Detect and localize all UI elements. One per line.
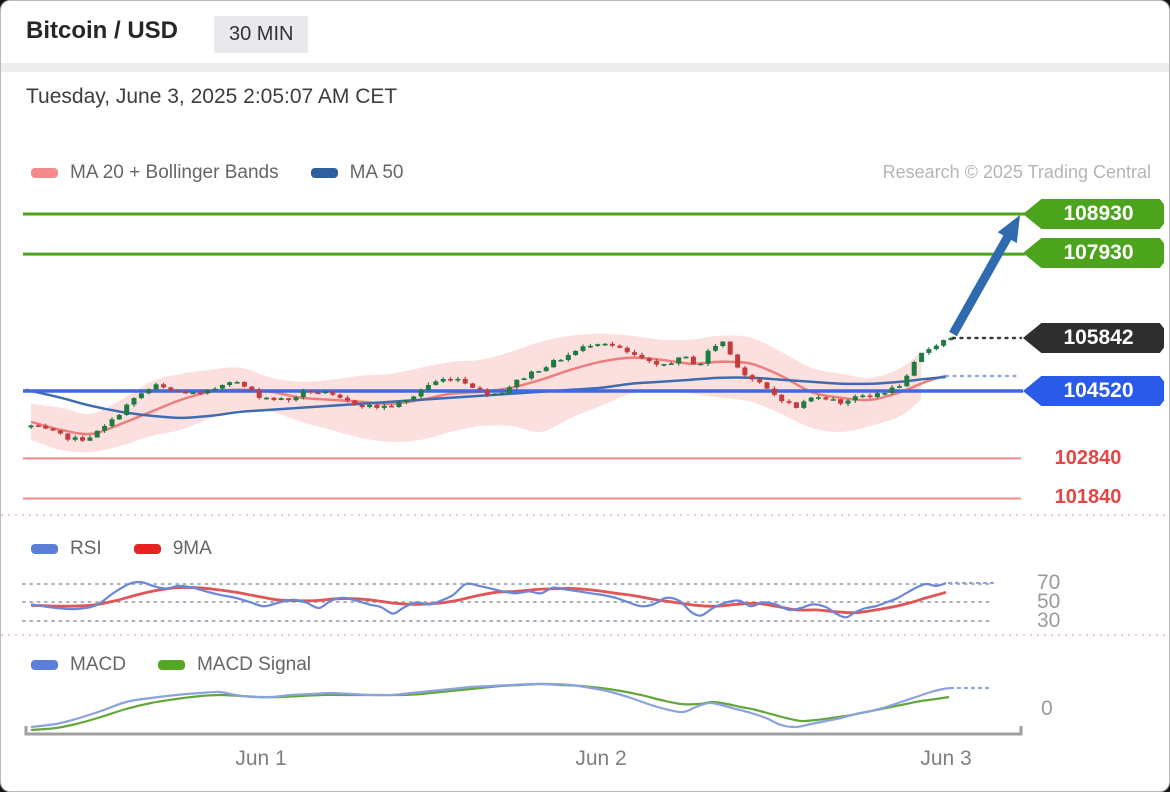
symbol-title: Bitcoin / USD bbox=[26, 17, 179, 44]
x-axis-label-jun3: Jun 3 bbox=[920, 747, 972, 770]
legend-item-macd-signal: MACD Signal bbox=[157, 654, 311, 676]
rsi-legend: RSI 9MA bbox=[31, 538, 234, 560]
price-badge-resistance-1: 108930 bbox=[1023, 199, 1164, 229]
ma20-bollinger-swatch-icon bbox=[31, 168, 58, 178]
macd-signal-swatch-icon bbox=[157, 660, 185, 670]
x-axis-label-jun2: Jun 2 bbox=[575, 747, 627, 770]
legend-item-rsi: RSI bbox=[31, 538, 102, 560]
rsi-level-30: 30 bbox=[1037, 609, 1061, 632]
price-badge-support: 104520 bbox=[1023, 376, 1164, 406]
price-label-support-red-1: 102840 bbox=[1054, 447, 1122, 469]
timeframe-badge: 30 MIN bbox=[214, 16, 309, 53]
header-divider bbox=[1, 63, 1169, 72]
ma50-swatch-icon bbox=[310, 168, 338, 178]
timestamp: Tuesday, June 3, 2025 2:05:07 AM CET bbox=[26, 85, 398, 108]
legend-label: MACD bbox=[70, 654, 126, 675]
rsi-level-70: 70 bbox=[1037, 571, 1061, 594]
legend-label: RSI bbox=[70, 538, 102, 559]
rsi-swatch-icon bbox=[31, 544, 58, 554]
legend-item-ma50: MA 50 bbox=[310, 162, 404, 184]
legend-item-macd: MACD bbox=[31, 654, 126, 676]
legend-label: MA 20 + Bollinger Bands bbox=[70, 162, 279, 183]
legend-label: MA 50 bbox=[349, 162, 404, 183]
attribution: Research © 2025 Trading Central bbox=[882, 162, 1151, 182]
macd-zero-label: 0 bbox=[1041, 697, 1053, 720]
price-badge-last: 105842 bbox=[1023, 323, 1164, 353]
rsi-level-50: 50 bbox=[1037, 590, 1061, 613]
legend-item-9ma: 9MA bbox=[133, 538, 212, 560]
price-badge-resistance-2: 107930 bbox=[1023, 238, 1164, 268]
x-axis-label-jun1: Jun 1 bbox=[235, 747, 287, 770]
price-label-support-red-2: 101840 bbox=[1054, 486, 1122, 508]
legend-label: 9MA bbox=[172, 538, 212, 559]
macd-swatch-icon bbox=[31, 660, 58, 670]
macd-legend: MACD MACD Signal bbox=[31, 654, 333, 676]
main-legend: MA 20 + Bollinger Bands MA 50 bbox=[31, 162, 425, 184]
legend-item-ma20-bollinger: MA 20 + Bollinger Bands bbox=[31, 162, 279, 184]
nine-ma-swatch-icon bbox=[133, 544, 161, 554]
legend-label: MACD Signal bbox=[196, 654, 311, 675]
